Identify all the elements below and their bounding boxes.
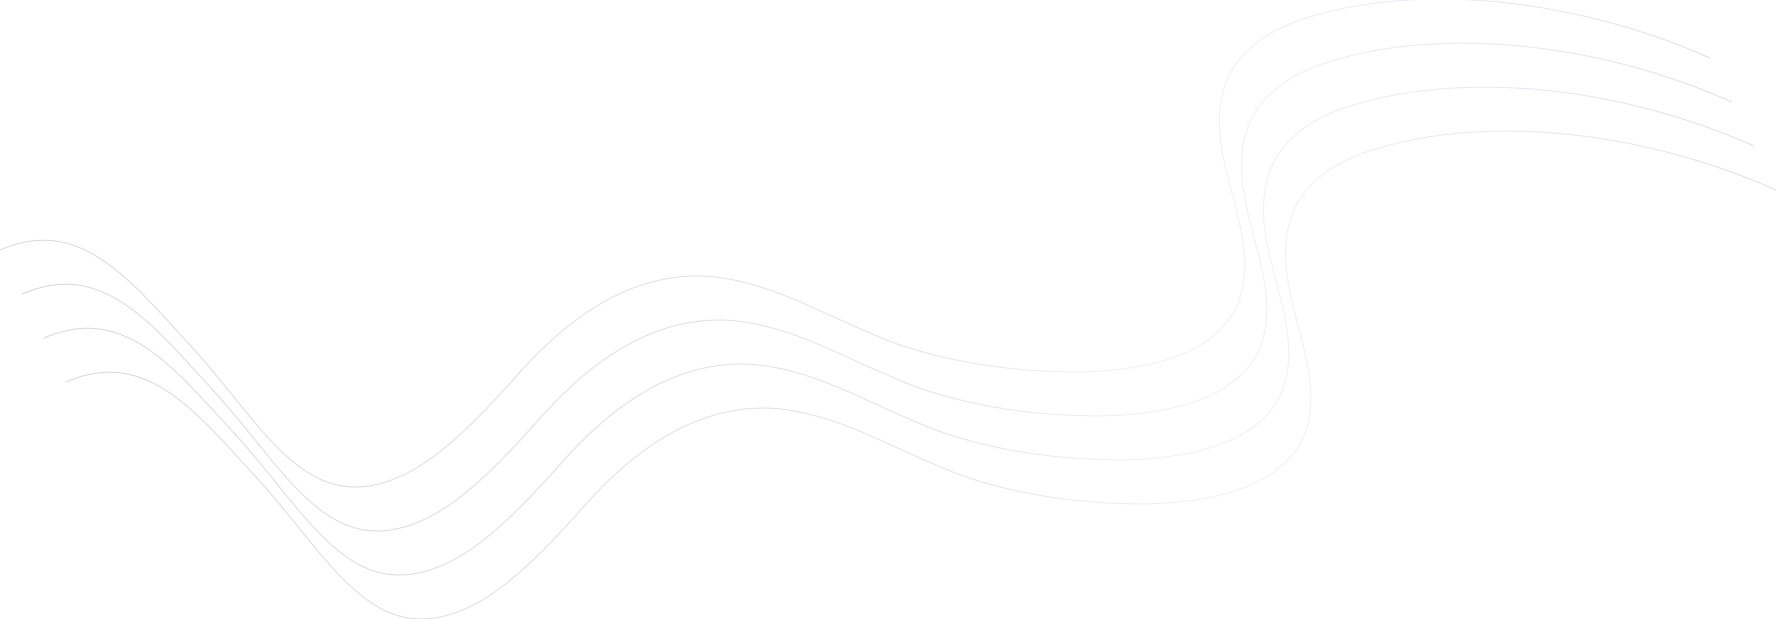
wave-line [65, 130, 1777, 619]
wave-line [43, 86, 1755, 576]
wave-line [0, 0, 1711, 488]
wave-line [21, 42, 1733, 532]
